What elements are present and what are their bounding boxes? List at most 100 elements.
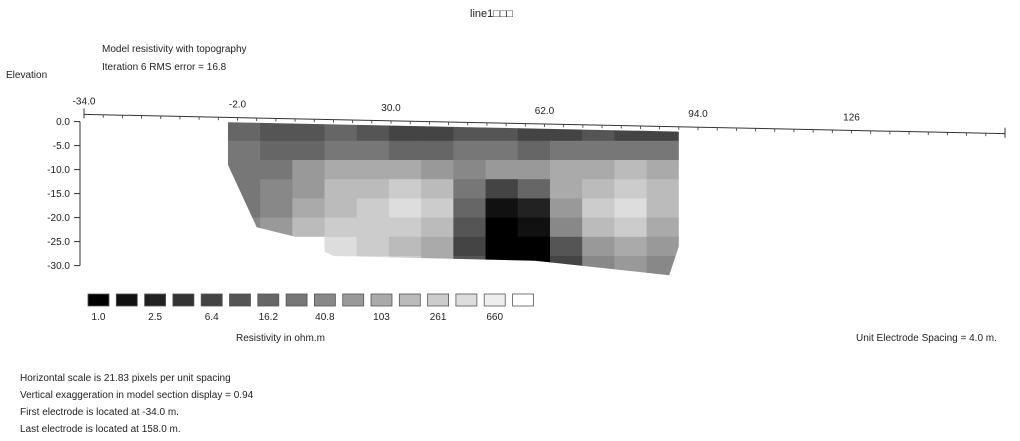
model-cell [227, 160, 261, 180]
model-cell [614, 122, 648, 142]
model-cell [260, 140, 293, 161]
model-cell [453, 160, 487, 180]
model-cell [292, 122, 326, 142]
model-cell [292, 160, 326, 180]
model-cell [485, 122, 519, 142]
y-tick-label: 0.0 [56, 117, 70, 128]
model-cell [324, 256, 358, 276]
model-cell [260, 160, 293, 180]
model-cell [646, 160, 679, 180]
y-tick-label: -5.0 [53, 141, 71, 152]
model-cell [324, 179, 358, 199]
model-cell [453, 140, 487, 161]
model-cell [324, 198, 358, 219]
model-cell [356, 236, 390, 257]
model-cell [453, 256, 487, 276]
model-cell [356, 217, 390, 238]
model-cell [485, 179, 519, 199]
legend-label: 40.8 [315, 312, 335, 323]
model-cell [388, 160, 422, 180]
model-cell [421, 217, 454, 238]
model-cell [517, 217, 551, 238]
model-cell [388, 256, 422, 276]
y-tick-label: -10.0 [47, 165, 70, 176]
model-cell [324, 140, 358, 161]
model-cell [388, 198, 422, 219]
model-cell [421, 140, 454, 161]
model-cell [517, 236, 551, 257]
model-cell [517, 198, 551, 219]
model-cell [582, 256, 615, 276]
y-tick-label: -25.0 [47, 237, 70, 248]
model-cell [582, 140, 615, 161]
model-cell [614, 140, 648, 161]
chart-subtitle-iteration: Iteration 6 RMS error = 16.8 [102, 62, 227, 73]
model-cell [549, 179, 583, 199]
chart-subtitle-model: Model resistivity with topography [102, 44, 247, 55]
model-cell [582, 198, 615, 219]
legend-swatch [87, 293, 110, 307]
model-cell [517, 256, 551, 276]
model-cell [614, 179, 648, 199]
legend-label: 16.2 [259, 312, 279, 323]
model-cell [421, 198, 454, 219]
x-tick-label: 126 [843, 112, 860, 123]
model-cell [292, 140, 326, 161]
model-cell [292, 217, 326, 238]
legend-label: 6.4 [205, 312, 219, 323]
model-cell [388, 122, 422, 142]
model-cell [614, 256, 648, 276]
model-cell [646, 236, 679, 257]
model-cell [485, 140, 519, 161]
model-cell [485, 160, 519, 180]
y-axis-label: Elevation [6, 70, 48, 81]
x-tick-label: 94.0 [688, 109, 708, 120]
model-cell [388, 217, 422, 238]
model-cell [453, 217, 487, 238]
model-cell [227, 256, 261, 276]
model-cell [227, 198, 261, 219]
model-cell [227, 140, 261, 161]
model-cell [485, 198, 519, 219]
model-cell [421, 122, 454, 142]
model-cell [356, 160, 390, 180]
model-cell [614, 217, 648, 238]
legend-swatch [483, 293, 506, 307]
model-cell [292, 236, 326, 257]
model-cell [549, 140, 583, 161]
legend-title: Resistivity in ohm.m [236, 333, 325, 344]
legend-swatch [285, 293, 308, 307]
legend-label: 2.5 [148, 312, 162, 323]
model-cell [356, 256, 390, 276]
model-cell [292, 179, 326, 199]
model-cell [485, 236, 519, 257]
model-cell [356, 179, 390, 199]
model-cell [485, 256, 519, 276]
x-tick-label: -2.0 [229, 100, 247, 111]
y-tick-label: -15.0 [47, 189, 70, 200]
model-cell [453, 198, 487, 219]
model-cell [324, 160, 358, 180]
model-cell [356, 198, 390, 219]
chart-title: line1□□□ [470, 8, 514, 20]
model-cell [549, 256, 583, 276]
legend-label: 103 [373, 312, 390, 323]
model-cell [260, 256, 293, 276]
x-tick-label: 62.0 [535, 106, 555, 117]
y-tick-label: -20.0 [47, 213, 70, 224]
info-horizontal-scale: Horizontal scale is 21.83 pixels per uni… [20, 373, 231, 384]
unit-electrode-spacing: Unit Electrode Spacing = 4.0 m. [856, 333, 997, 344]
model-cell [614, 160, 648, 180]
model-cell [421, 179, 454, 199]
model-cell [582, 236, 615, 257]
model-cell [227, 122, 261, 142]
legend-swatch [398, 293, 421, 307]
legend-label: 660 [486, 312, 503, 323]
x-tick-label: -34.0 [73, 96, 96, 107]
model-cell [227, 236, 261, 257]
legend-swatch [427, 293, 450, 307]
legend-swatch [200, 293, 223, 307]
model-cell [388, 140, 422, 161]
legend-swatch [115, 293, 138, 307]
